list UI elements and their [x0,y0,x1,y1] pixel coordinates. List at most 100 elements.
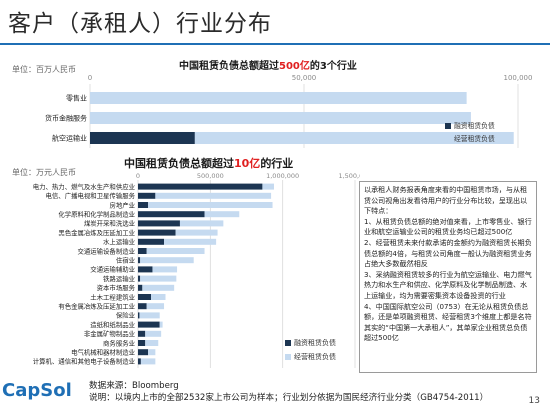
category-label: 计算机、通信和其他电子设备制造业 [33,357,136,366]
bar-segment [138,257,141,264]
title-rule [0,43,550,45]
bar-segment [138,266,153,273]
bar-segment [175,229,218,236]
category-label: 房地产业 [109,200,135,209]
legend-label: 融资租赁负债 [294,338,336,347]
category-label: 煤炭开采和洗选业 [84,219,136,228]
category-label: 交通运输设备制造业 [77,246,135,255]
bar-segment [155,192,272,199]
category-label: 水上运输业 [103,237,136,246]
bar-segment [146,303,165,310]
x-tick-label: 0 [88,74,92,82]
category-label: 商务服务业 [103,338,136,347]
bar-segment [138,183,263,190]
bar-segment [138,202,149,208]
bar-segment [138,321,160,328]
bar-segment [138,340,146,346]
x-tick-label: 0 [136,172,140,180]
footer: CapSol 数据来源：Bloomberg 说明：以境内上市的全部2532家上市… [0,374,550,413]
legend-swatch [445,136,451,142]
x-tick-label: 1,500,000 [338,172,360,180]
notes-box: 以承租人财务报表角度来看的中国租赁市场，与从租赁公司视角出发看待用户的行业分布比… [359,181,537,373]
category-label: 电力、热力、燃气及水生产和供应业 [33,182,136,191]
bar-segment [148,202,273,208]
bottom-title-prefix: 中国租赁负债总额超过 [124,157,234,170]
bar-segment [138,330,146,337]
legend-swatch [285,354,291,360]
legend-swatch [285,340,291,346]
bar-segment [90,92,467,104]
category-label: 交通运输辅助业 [90,265,135,274]
bar-segment [142,284,175,291]
bar-segment [138,284,143,291]
bar-segment [139,312,160,319]
note-paragraph: 2、经营租赁未来付款承诺的金额约为融资租赁长期负债总额的4倍，与租赁公司角度一般… [364,237,532,269]
category-label: 住宿业 [116,256,136,265]
category-label: 电信、广播电视和卫星传输服务 [46,191,136,200]
bar-segment [138,275,141,282]
top-title-prefix: 中国租赁负债总额超过 [179,61,279,72]
bar-segment [194,132,514,144]
page-title: 客户（承租人）行业分布 [8,11,272,37]
bottom-title-highlight: 10亿 [234,157,261,170]
bar-segment [138,211,205,218]
bar-segment [159,321,163,328]
category-label: 造纸和纸制品业 [90,320,135,329]
bar-segment [90,132,195,144]
legend-label: 经营租赁负债 [294,352,336,361]
bar-segment [140,257,194,264]
bar-segment [138,358,141,365]
bar-segment [138,303,147,310]
category-label: 货币金融服务 [45,114,87,123]
category-label: 铁路运输业 [103,274,136,283]
category-label: 化学原料和化学制品制造业 [58,210,135,219]
legend-swatch [445,123,451,129]
legend-label: 经营租赁负债 [454,134,495,143]
bar-segment [148,349,156,356]
note-paragraph: 以承租人财务报表角度来看的中国租赁市场，与从租赁公司视角出发看待用户的行业分布比… [364,185,528,216]
page-number: 13 [528,396,540,406]
category-label: 非金属矿物制品业 [84,329,136,338]
bar-segment [138,229,176,236]
bar-segment [204,211,240,218]
top-title-highlight: 500亿 [279,61,310,72]
bar-segment [152,266,178,273]
bar-segment [138,349,149,356]
bar-segment [145,340,159,346]
category-label: 保险业 [116,311,136,320]
bar-segment [146,248,205,254]
bar-segment [138,294,152,300]
bar-segment [140,275,177,282]
x-tick-label: 100,000 [504,74,533,82]
bar-segment [138,248,147,254]
category-label: 电气机械和器材制造业 [71,348,136,357]
bar-segment [151,294,166,300]
category-label: 有色金属冶炼及压延加工业 [58,302,135,311]
note-line: 说明：以境内上市的全部2532家上市公司为样本；行业划分依据为国民经济行业分类（… [89,393,489,403]
bar-segment [164,238,217,245]
note-paragraph: 1、从租赁负债总额的绝对值来看，上市零售业、银行业和航空运输业公司的租赁业务均已… [364,216,532,237]
bottom-title-suffix: 的行业 [260,157,294,170]
bar-segment [262,183,274,190]
source-line: 数据来源：Bloomberg [89,381,179,391]
category-label: 零售业 [66,94,87,103]
category-label: 土木工程建筑业 [90,292,135,301]
category-label: 航空运输业 [52,134,87,143]
note-paragraph: 3、采纳融资租赁较多的行业为航空运输业、电力燃气热力和水生产和供应、化学原料及化… [364,269,532,300]
bottom-bar-chart: 0 500,000 1,000,000 1,500,000 电力、热力、燃气及水生产和供… [33,172,360,368]
legend-label: 融资租赁负债 [454,121,495,130]
bar-segment [138,238,165,245]
capsol-logo: CapSol [2,380,72,401]
note-paragraph: 4、中国国际航空公司（0753）在无论从租赁负债总额，还是单项融资租赁、经营租赁… [364,301,532,343]
category-label: 资本市场服务 [97,283,136,292]
x-tick-label: 50,000 [292,74,317,82]
bar-segment [140,358,156,365]
bar-segment [138,220,180,227]
bottom-unit-label: 单位：万元人民币 [12,168,76,177]
top-unit-label: 单位：百万人民币 [12,65,76,74]
category-label: 黑色金属冶炼及压延加工业 [58,228,135,237]
top-title-suffix: 的3个行业 [309,61,357,72]
bar-segment [179,220,224,227]
bar-segment [90,112,471,124]
